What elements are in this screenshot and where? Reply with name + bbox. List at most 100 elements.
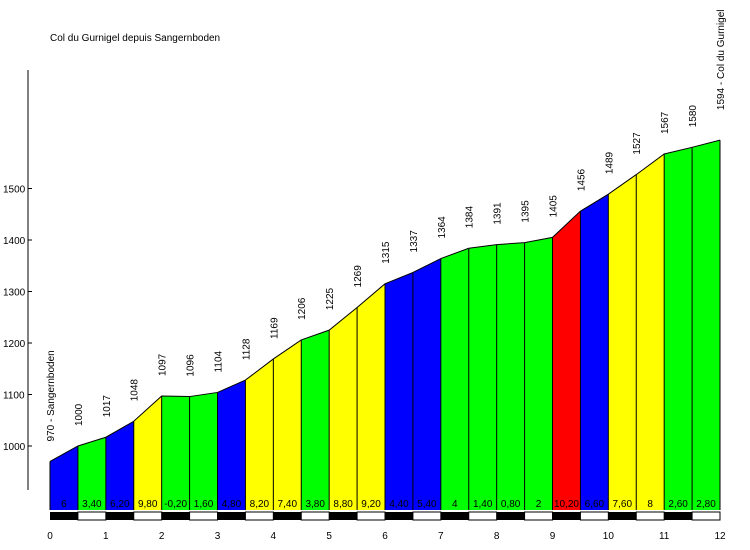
gradient-label: 4 bbox=[452, 499, 458, 510]
gradient-label: 6 bbox=[61, 499, 67, 510]
x-tick-label: 8 bbox=[494, 531, 500, 542]
km-bar-light bbox=[244, 511, 274, 521]
start-label: 970 - Sangernboden bbox=[46, 350, 57, 441]
segment-fill bbox=[412, 258, 441, 510]
km-bar-dark bbox=[329, 512, 358, 520]
x-tick-label: 12 bbox=[714, 531, 726, 542]
elevation-label: 1315 bbox=[381, 241, 392, 264]
elevation-label: 1337 bbox=[409, 230, 420, 253]
segment-fill bbox=[664, 147, 693, 511]
elevation-label: 1104 bbox=[214, 350, 225, 372]
km-bar-light bbox=[77, 511, 107, 521]
elevation-label: 1395 bbox=[521, 200, 532, 223]
segment-fill bbox=[636, 153, 665, 510]
x-tick-label: 7 bbox=[438, 531, 444, 542]
km-bar-light bbox=[133, 511, 163, 521]
x-tick-label: 9 bbox=[550, 531, 556, 542]
gradient-label: 9,20 bbox=[361, 499, 381, 510]
segment-fill bbox=[580, 194, 609, 511]
x-tick-label: 0 bbox=[47, 531, 53, 542]
elevation-label: 1391 bbox=[493, 202, 504, 225]
x-tick-label: 4 bbox=[271, 531, 277, 542]
segment-fill bbox=[217, 380, 246, 510]
y-tick-label: 1500 bbox=[3, 185, 26, 196]
segment-fill bbox=[50, 446, 78, 510]
x-tick-label: 1 bbox=[103, 531, 109, 542]
km-bar-light bbox=[691, 511, 721, 521]
elevation-label: 1456 bbox=[576, 168, 587, 191]
segment-dividers bbox=[49, 140, 721, 510]
km-bar-light bbox=[579, 511, 609, 521]
km-bar-dark bbox=[105, 512, 134, 520]
gradient-label: 8,20 bbox=[250, 499, 270, 510]
end-label: 1594 - Col du Gurnigel bbox=[716, 9, 727, 110]
segment-fill bbox=[440, 248, 469, 511]
elevation-label: 1364 bbox=[437, 216, 448, 239]
x-tick-label: 2 bbox=[159, 531, 165, 542]
km-bar-dark bbox=[50, 512, 78, 520]
gradient-label: 8,80 bbox=[333, 499, 353, 510]
segment-fill bbox=[161, 396, 190, 510]
segment-fill bbox=[608, 174, 637, 510]
segment-fill bbox=[77, 437, 106, 510]
y-tick-label: 1200 bbox=[3, 339, 26, 350]
y-tick-label: 1400 bbox=[3, 236, 26, 247]
elevation-label: 1580 bbox=[688, 105, 699, 128]
segment-fills bbox=[50, 140, 720, 511]
gradient-label: 10,20 bbox=[554, 499, 579, 510]
elevation-label: 1384 bbox=[465, 206, 476, 229]
gradient-label: 2,80 bbox=[696, 499, 716, 510]
km-bar-dark bbox=[440, 512, 469, 520]
km-bar-light bbox=[635, 511, 665, 521]
elevation-label: 1017 bbox=[102, 395, 113, 418]
km-bar-dark bbox=[217, 512, 246, 520]
km-bar-light bbox=[412, 511, 442, 521]
gradient-label: 2 bbox=[536, 499, 542, 510]
km-bar-dark bbox=[273, 512, 302, 520]
km-bar-light bbox=[356, 511, 386, 521]
elevation-label: 1489 bbox=[604, 151, 615, 174]
elevation-label: 1000 bbox=[74, 403, 85, 426]
gradient-label: 1,40 bbox=[473, 499, 493, 510]
elevation-label: 1269 bbox=[353, 265, 364, 288]
segment-fill bbox=[133, 396, 162, 510]
km-bar-dark bbox=[552, 512, 581, 520]
gradient-label: 7,60 bbox=[613, 499, 633, 510]
km-bar-light bbox=[189, 511, 218, 521]
x-ticks: 0 1 2 3 4 5 6 7 8 9 10 11 12 bbox=[47, 531, 726, 542]
gradient-label: 3,80 bbox=[305, 499, 325, 510]
elevation-label: 1206 bbox=[297, 297, 308, 320]
gradient-label: 1,60 bbox=[194, 499, 214, 510]
segment-fill bbox=[301, 330, 330, 510]
x-tick-label: 5 bbox=[326, 531, 332, 542]
gradient-label: 5,40 bbox=[417, 499, 437, 510]
segment-fill bbox=[357, 283, 385, 510]
segment-fill bbox=[552, 211, 581, 510]
gradient-label: 9,80 bbox=[138, 499, 158, 510]
segment-fill bbox=[468, 244, 497, 510]
gradient-label: 7,40 bbox=[278, 499, 298, 510]
km-bar-dark bbox=[608, 512, 637, 520]
chart-title: Col du Gurnigel depuis Sangernboden bbox=[50, 33, 220, 44]
elevation-label: 1097 bbox=[158, 353, 169, 376]
elevation-label: 1225 bbox=[325, 287, 336, 310]
elevation-label: 1048 bbox=[130, 379, 141, 402]
gradient-label: 6,60 bbox=[585, 499, 605, 510]
segment-fill bbox=[105, 421, 134, 510]
x-tick-label: 3 bbox=[215, 531, 221, 542]
elevation-label: 1096 bbox=[186, 354, 197, 377]
segment-fill bbox=[524, 237, 553, 511]
gradient-label: 4,80 bbox=[222, 499, 242, 510]
elevation-label: 1527 bbox=[632, 132, 643, 155]
x-tick-label: 11 bbox=[659, 531, 670, 542]
km-bar-light bbox=[524, 511, 553, 521]
segment-fill bbox=[385, 272, 413, 510]
segment-fill bbox=[692, 140, 720, 510]
segment-fill bbox=[329, 307, 358, 510]
gradient-label: 0,80 bbox=[501, 499, 521, 510]
y-ticks: 1000 1100 1200 1300 1400 1500 bbox=[3, 185, 32, 453]
gradient-label: -0,20 bbox=[164, 499, 187, 510]
gradient-label: 2,60 bbox=[668, 499, 688, 510]
elevation-label: 1405 bbox=[549, 195, 560, 218]
